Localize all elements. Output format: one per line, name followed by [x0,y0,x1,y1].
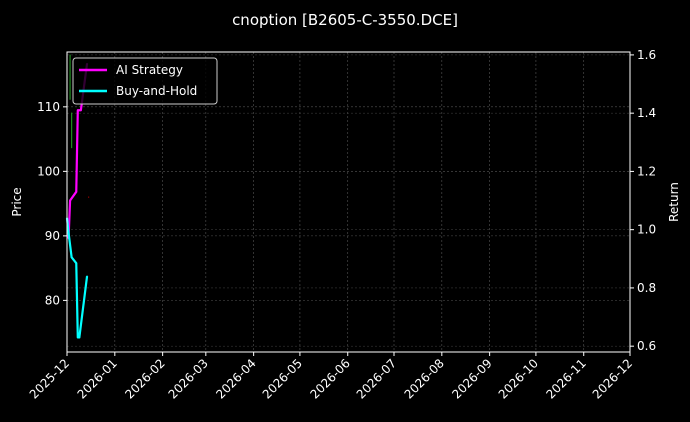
x-tick-label: 2026-04 [213,356,258,401]
y2-tick-label: 1.4 [637,106,656,120]
series-point [86,275,88,278]
x-tick-label: 2026-05 [260,356,305,401]
plot-frame [66,51,631,353]
y2-tick-label: 0.8 [637,281,656,295]
y-tick-label: 90 [45,229,60,243]
series-point [75,191,78,193]
series-point [80,109,82,112]
series-point [69,199,71,202]
y2-tick-label: 1.0 [637,223,656,237]
legend-label-ai-strategy: AI Strategy [116,63,183,77]
series-point [78,336,81,339]
x-tick-label: 2026-01 [75,356,120,401]
x-tick-label: 2026-10 [496,356,541,401]
series-point [67,231,70,234]
y2-tick-label: 0.6 [637,339,656,353]
x-tick-label: 2026-11 [543,356,588,401]
series-point [76,109,79,112]
legend: AI Strategy Buy-and-Hold [72,57,218,105]
x-tick-label: 2026-12 [590,356,635,401]
legend-label-buy-and-hold: Buy-and-Hold [116,84,197,98]
x-tick-label: 2026-09 [449,356,494,401]
series-point [75,262,78,264]
x-tick-label: 2026-07 [354,356,399,401]
series-point [76,336,79,339]
x-tick-label: 2026-02 [122,356,167,401]
y2-tick-label: 1.6 [637,48,656,62]
x-tick-label: 2026-08 [402,356,447,401]
x-tick-label: 2026-06 [307,356,352,401]
y-tick-label: 100 [37,164,60,178]
y-axis-label: Price [10,187,24,216]
y2-tick-label: 1.2 [637,164,656,178]
y-tick-label: 110 [37,100,60,114]
x-tick-label: 2026-03 [166,356,211,401]
series-point [70,256,73,259]
chart-title: cnoption [B2605-C-3550.DCE] [232,11,458,29]
y2-axis-label: Return [667,182,681,222]
legend-box [72,57,218,105]
y-tick-label: 80 [45,293,60,307]
x-tick-label: 2025-12 [27,356,72,401]
